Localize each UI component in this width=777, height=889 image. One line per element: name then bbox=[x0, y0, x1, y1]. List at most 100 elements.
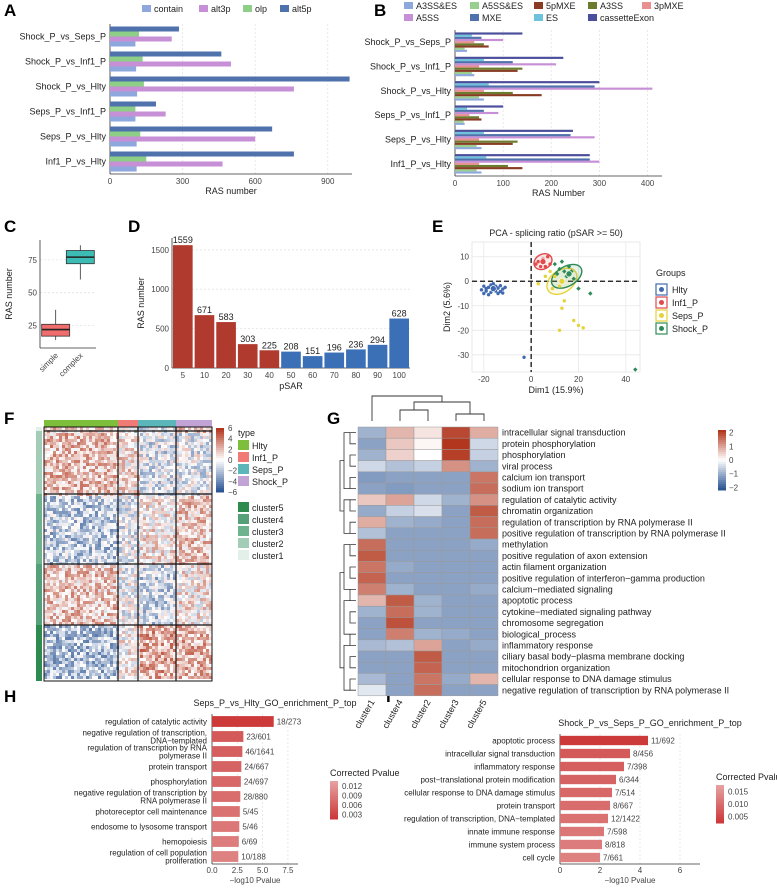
heatmap-cell bbox=[152, 586, 155, 589]
heatmap-cell bbox=[209, 433, 212, 436]
heatmap-cell bbox=[173, 637, 176, 640]
heatmap-cell bbox=[62, 640, 65, 643]
heatmap-cell bbox=[110, 589, 113, 592]
heatmap-cell bbox=[53, 556, 56, 559]
heatmap-cell bbox=[71, 475, 74, 478]
heatmap-cell bbox=[92, 472, 95, 475]
heatmap-cell bbox=[191, 457, 194, 460]
heatmap-cell bbox=[173, 517, 176, 520]
heatmap-cell bbox=[110, 520, 113, 523]
heatmap-cell bbox=[200, 454, 203, 457]
legend-key-a3ss bbox=[588, 2, 597, 9]
heatmap-cell bbox=[80, 541, 83, 544]
heatmap-cell bbox=[83, 598, 86, 601]
heatmap-cell bbox=[155, 445, 158, 448]
bar-30 bbox=[237, 344, 258, 368]
heatmap-cell bbox=[104, 433, 107, 436]
heatmap-cell bbox=[179, 451, 182, 454]
heatmap-cell bbox=[197, 520, 200, 523]
heatmap-cell bbox=[50, 658, 53, 661]
heatmap-cell bbox=[143, 607, 146, 610]
heatmap-cell bbox=[56, 646, 59, 649]
heatmap-cell bbox=[158, 427, 161, 430]
heatmap-cell bbox=[176, 598, 179, 601]
heatmap-cell bbox=[200, 439, 203, 442]
heatmap-cell bbox=[197, 478, 200, 481]
bar-alt5p-inf1-p-vs-hlty bbox=[110, 151, 294, 157]
heatmap-cell bbox=[50, 556, 53, 559]
heatmap-cell bbox=[71, 520, 74, 523]
heatmap-cell bbox=[44, 502, 47, 505]
heatmap-cell bbox=[59, 484, 62, 487]
heatmap-cell bbox=[209, 631, 212, 634]
heatmap-cell bbox=[182, 451, 185, 454]
heatmap-cell bbox=[89, 475, 92, 478]
heatmap-cell bbox=[80, 448, 83, 451]
heatmap-cell bbox=[185, 451, 188, 454]
heatmap-cell bbox=[173, 598, 176, 601]
heatmap-cell bbox=[197, 631, 200, 634]
heatmap-cell bbox=[56, 658, 59, 661]
bar-alt3p-shock-p-vs-inf1-p bbox=[110, 61, 231, 67]
bar-es-inf1-p-vs-hlty bbox=[455, 156, 487, 159]
heatmap-cell bbox=[185, 499, 188, 502]
heatmap-cell bbox=[89, 565, 92, 568]
heatmap-cell bbox=[92, 613, 95, 616]
heatmap-cell bbox=[158, 523, 161, 526]
heatmap-cell bbox=[146, 457, 149, 460]
heatmap-cell bbox=[146, 574, 149, 577]
heatmap-cell bbox=[209, 508, 212, 511]
heatmap-cell bbox=[128, 433, 131, 436]
heatmap-cell bbox=[62, 427, 65, 430]
heatmap-cell bbox=[50, 448, 53, 451]
heatmap-cell bbox=[140, 619, 143, 622]
heatmap-cell bbox=[161, 523, 164, 526]
heatmap-cell bbox=[191, 484, 194, 487]
heatmap-cell bbox=[80, 529, 83, 532]
heatmap-cell bbox=[92, 544, 95, 547]
heatmap-cell bbox=[128, 604, 131, 607]
heatmap-cell bbox=[194, 472, 197, 475]
heatmap-cell bbox=[113, 490, 116, 493]
heatmap-cell bbox=[113, 451, 116, 454]
heatmap-cell bbox=[203, 472, 206, 475]
heatmap-cell bbox=[89, 658, 92, 661]
heatmap-cell bbox=[125, 475, 128, 478]
heatmap-cell bbox=[203, 463, 206, 466]
heatmap-cell bbox=[83, 520, 86, 523]
heatmap-cell bbox=[161, 517, 164, 520]
heatmap-cell bbox=[143, 475, 146, 478]
heatmap-cell bbox=[92, 469, 95, 472]
heatmap-cell bbox=[77, 586, 80, 589]
heatmap-cell bbox=[167, 559, 170, 562]
heatmap-cell bbox=[134, 601, 137, 604]
heatmap-cell bbox=[203, 649, 206, 652]
heatmap-cell bbox=[173, 490, 176, 493]
heatmap-cell bbox=[125, 505, 128, 508]
point-seps-p bbox=[581, 326, 585, 330]
heatmap-cell bbox=[197, 634, 200, 637]
heatmap-cell bbox=[158, 439, 161, 442]
heatmap-cell bbox=[161, 577, 164, 580]
heatmap-cell bbox=[182, 625, 185, 628]
legend-label-5pmxe: 5pMXE bbox=[546, 1, 576, 11]
heatmap-cell bbox=[74, 625, 77, 628]
heatmap-cell bbox=[47, 490, 50, 493]
heatmap-cell bbox=[92, 631, 95, 634]
heatmap-cell bbox=[149, 604, 152, 607]
heatmap-cell bbox=[86, 448, 89, 451]
heatmap-cell bbox=[50, 532, 53, 535]
heatmap-cell bbox=[161, 568, 164, 571]
heatmap-cell bbox=[47, 550, 50, 553]
heatmap-cell bbox=[95, 499, 98, 502]
heatmap-cell bbox=[164, 574, 167, 577]
heatmap-cell bbox=[56, 508, 59, 511]
heatmap-cell bbox=[104, 457, 107, 460]
heatmap-cell bbox=[188, 469, 191, 472]
heatmap-cell bbox=[143, 445, 146, 448]
heatmap-cell bbox=[182, 490, 185, 493]
heatmap-cell bbox=[71, 439, 74, 442]
heatmap-cell bbox=[179, 460, 182, 463]
heatmap-cell bbox=[44, 487, 47, 490]
heatmap-cell bbox=[131, 550, 134, 553]
